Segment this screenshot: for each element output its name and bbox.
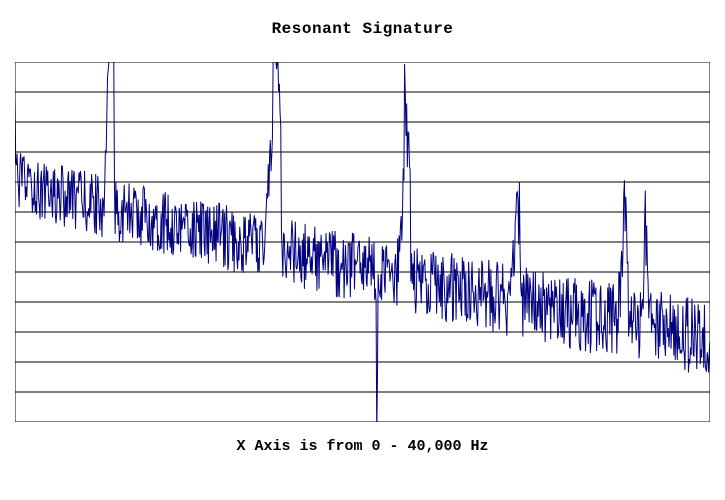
chart-title: Resonant Signature <box>0 20 725 38</box>
chart-container: Resonant Signature X Axis is from 0 - 40… <box>0 0 725 500</box>
chart-xlabel: X Axis is from 0 - 40,000 Hz <box>0 438 725 455</box>
chart-plot <box>15 62 710 422</box>
